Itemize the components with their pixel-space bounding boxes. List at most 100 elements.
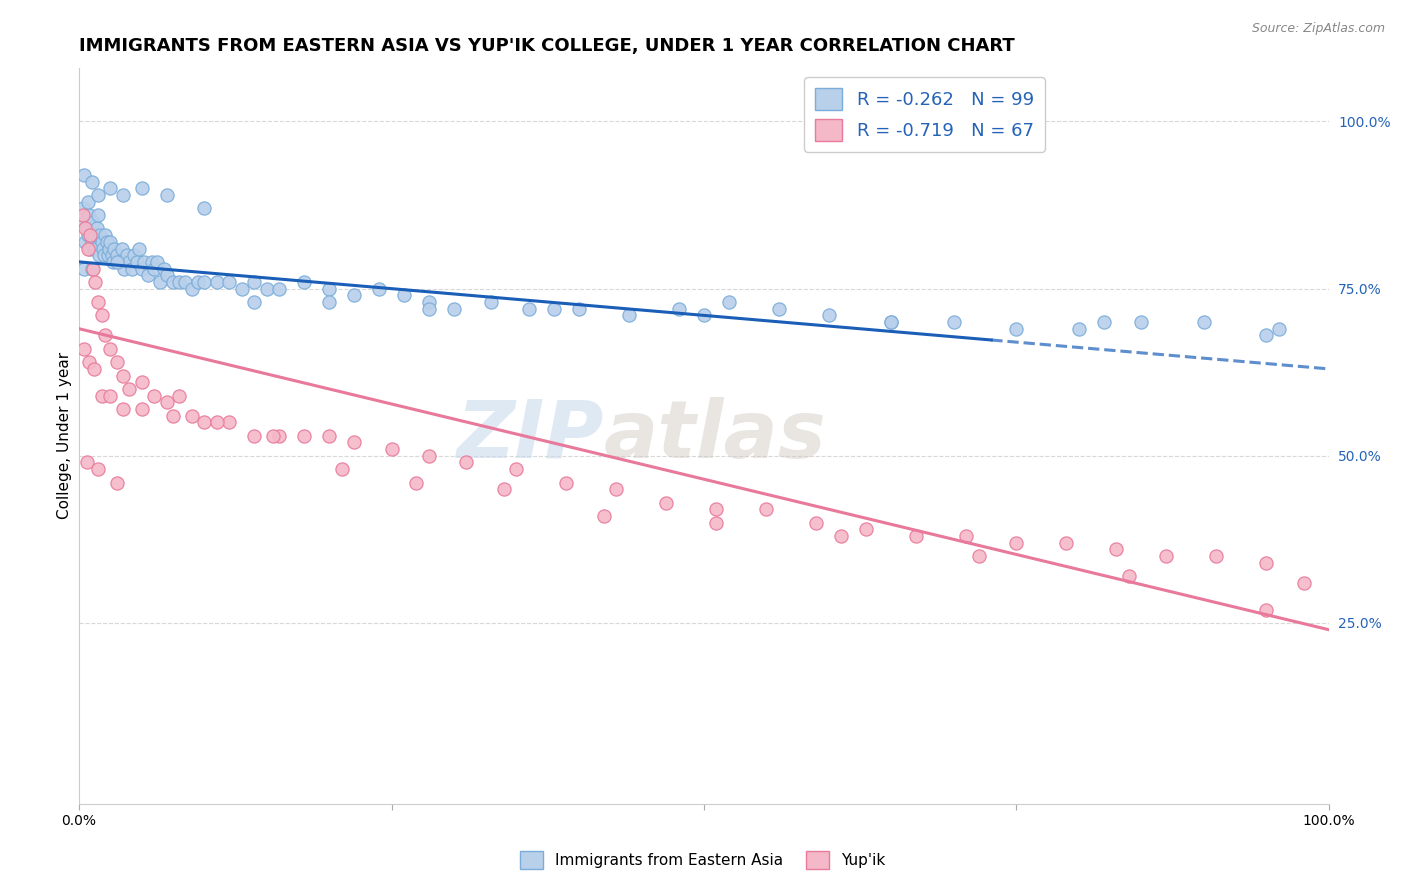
Point — [243, 295, 266, 310]
Point — [167, 275, 190, 289]
Point — [717, 295, 740, 310]
Point — [76, 221, 98, 235]
Point — [706, 502, 728, 516]
Point — [110, 242, 132, 256]
Point — [89, 228, 111, 243]
Point — [243, 429, 266, 443]
Point — [167, 389, 190, 403]
Point — [87, 462, 110, 476]
Legend: Immigrants from Eastern Asia, Yup'ik: Immigrants from Eastern Asia, Yup'ik — [515, 845, 891, 875]
Point — [90, 389, 112, 403]
Point — [79, 242, 101, 256]
Point — [98, 181, 121, 195]
Point — [82, 261, 104, 276]
Text: IMMIGRANTS FROM EASTERN ASIA VS YUP'IK COLLEGE, UNDER 1 YEAR CORRELATION CHART: IMMIGRANTS FROM EASTERN ASIA VS YUP'IK C… — [79, 37, 1015, 55]
Point — [193, 275, 215, 289]
Point — [392, 288, 415, 302]
Point — [90, 309, 112, 323]
Point — [87, 188, 110, 202]
Point — [693, 309, 716, 323]
Point — [256, 282, 278, 296]
Point — [73, 168, 96, 182]
Point — [292, 429, 315, 443]
Point — [830, 529, 852, 543]
Point — [98, 242, 121, 256]
Point — [86, 221, 108, 235]
Point — [1292, 575, 1315, 590]
Point — [115, 248, 138, 262]
Point — [368, 282, 391, 296]
Point — [418, 449, 440, 463]
Point — [84, 242, 107, 256]
Point — [205, 275, 228, 289]
Point — [105, 255, 128, 269]
Point — [101, 255, 124, 269]
Point — [1105, 542, 1128, 557]
Point — [180, 409, 202, 423]
Point — [111, 402, 134, 417]
Point — [84, 275, 107, 289]
Point — [617, 309, 640, 323]
Point — [193, 202, 215, 216]
Point — [87, 248, 110, 262]
Point — [98, 342, 121, 356]
Point — [136, 268, 159, 283]
Point — [118, 255, 141, 269]
Point — [155, 395, 177, 409]
Point — [418, 301, 440, 316]
Point — [76, 228, 98, 243]
Point — [108, 255, 131, 269]
Point — [105, 475, 128, 490]
Point — [105, 248, 128, 262]
Point — [75, 235, 97, 249]
Point — [80, 261, 103, 276]
Point — [1256, 602, 1278, 616]
Point — [318, 282, 340, 296]
Point — [187, 275, 209, 289]
Point — [131, 261, 153, 276]
Point — [72, 208, 94, 222]
Point — [131, 181, 153, 195]
Point — [96, 235, 118, 249]
Point — [73, 215, 96, 229]
Text: ZIP: ZIP — [457, 397, 605, 475]
Point — [593, 508, 616, 523]
Point — [318, 295, 340, 310]
Point — [880, 315, 903, 329]
Point — [1054, 535, 1077, 549]
Point — [706, 516, 728, 530]
Point — [121, 261, 143, 276]
Point — [1092, 315, 1115, 329]
Point — [98, 235, 121, 249]
Point — [76, 455, 98, 469]
Point — [83, 362, 105, 376]
Point — [456, 455, 478, 469]
Point — [79, 228, 101, 243]
Point — [818, 309, 841, 323]
Point — [1192, 315, 1215, 329]
Point — [122, 248, 145, 262]
Point — [1130, 315, 1153, 329]
Point — [855, 522, 877, 536]
Point — [267, 282, 290, 296]
Point — [94, 328, 117, 343]
Point — [768, 301, 790, 316]
Point — [655, 495, 678, 509]
Point — [380, 442, 402, 456]
Point — [942, 315, 965, 329]
Point — [231, 282, 253, 296]
Point — [1256, 556, 1278, 570]
Point — [1118, 569, 1140, 583]
Point — [668, 301, 690, 316]
Point — [292, 275, 315, 289]
Point — [100, 248, 122, 262]
Point — [155, 188, 177, 202]
Point — [73, 261, 96, 276]
Point — [193, 416, 215, 430]
Point — [481, 295, 503, 310]
Point — [330, 462, 353, 476]
Point — [955, 529, 977, 543]
Point — [145, 255, 167, 269]
Point — [75, 221, 97, 235]
Point — [605, 482, 627, 496]
